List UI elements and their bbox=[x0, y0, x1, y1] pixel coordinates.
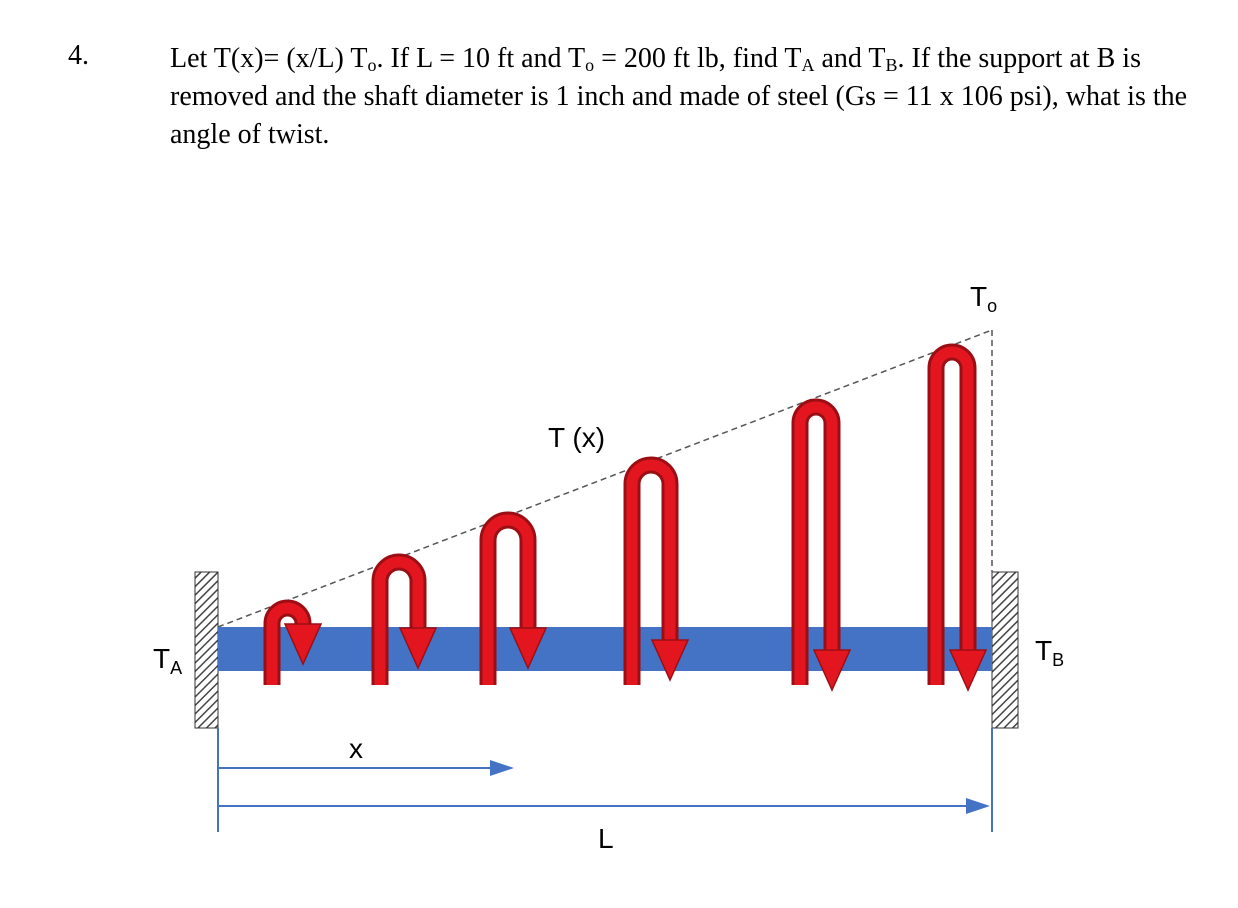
torque-arrow bbox=[374, 556, 424, 685]
position-label: x bbox=[349, 733, 363, 764]
load-label: To bbox=[970, 281, 997, 316]
text-run: Let T(x)= (x/L) T bbox=[170, 43, 368, 74]
torque-arrowhead bbox=[948, 649, 988, 692]
problem-text: Let T(x)= (x/L) To. If L = 10 ft and To … bbox=[170, 40, 1210, 154]
subscript: o bbox=[585, 55, 595, 75]
text-run: . If the support at B is removed and the… bbox=[170, 43, 1188, 150]
torque-arrow bbox=[794, 401, 838, 685]
left-reaction: TA bbox=[153, 643, 182, 678]
left-wall bbox=[194, 571, 219, 729]
torque-arrow bbox=[266, 602, 309, 685]
shaft bbox=[218, 627, 992, 671]
torque-arrowhead bbox=[650, 639, 690, 682]
subscript: o bbox=[367, 55, 377, 75]
right-wall bbox=[991, 571, 1019, 729]
torque-arrow bbox=[626, 459, 676, 685]
arrowhead bbox=[966, 798, 990, 814]
dimensions bbox=[217, 728, 993, 832]
distributed-label: T (x) bbox=[548, 422, 605, 453]
torque-arrowhead bbox=[283, 623, 323, 666]
right-reaction: TB bbox=[1035, 635, 1064, 670]
arrowhead bbox=[490, 760, 514, 776]
torque-envelope bbox=[217, 329, 993, 628]
problem-number: 4. bbox=[68, 40, 89, 71]
length-label: L bbox=[598, 823, 614, 854]
text-run: . If L = 10 ft and T bbox=[376, 43, 586, 74]
torque-arrow bbox=[482, 514, 534, 685]
torque-arrowhead bbox=[398, 627, 438, 670]
torque-arrowhead bbox=[508, 627, 548, 670]
subscript: A bbox=[801, 55, 815, 75]
subscript: B bbox=[885, 55, 898, 75]
torque-arrowhead bbox=[812, 649, 852, 692]
torque-arrow bbox=[930, 346, 974, 685]
text-run: and T bbox=[814, 43, 886, 74]
text-run: = 200 ft lb, find T bbox=[594, 43, 802, 74]
